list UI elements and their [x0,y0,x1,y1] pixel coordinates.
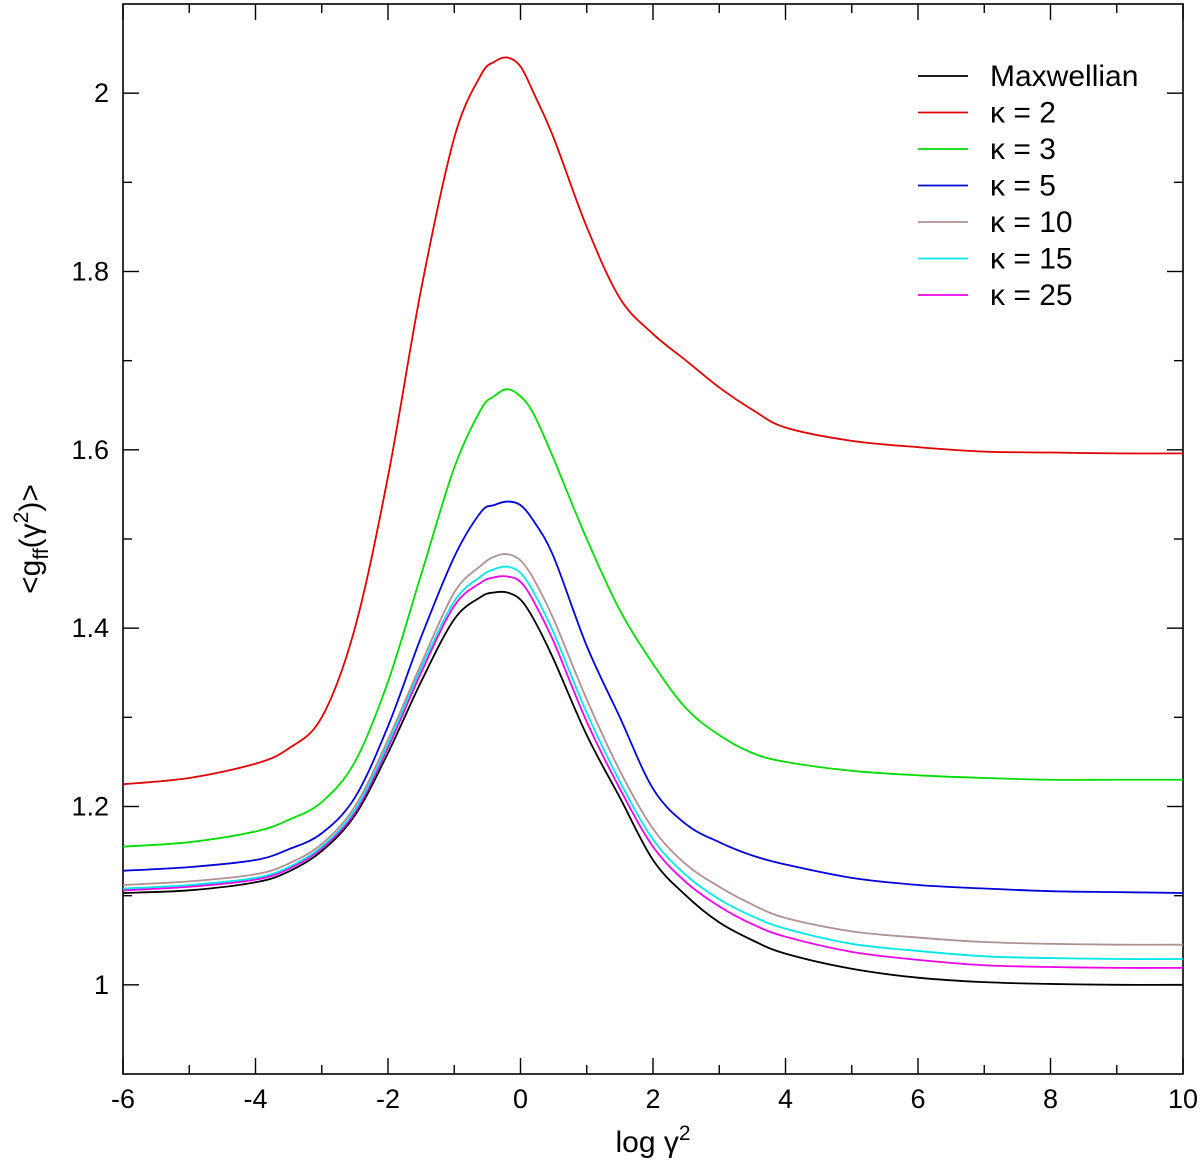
x-tick-label: 6 [910,1084,925,1114]
legend-label: κ = 15 [990,243,1073,276]
y-tick-label: 1 [94,970,109,1000]
legend: Maxwellian κ = 2κ = 3 κ = 5κ = 10 κ = 15κ =… [918,60,1138,312]
x-tick-label: 10 [1168,1084,1198,1114]
series-line-4 [122,553,1184,946]
x-tick-label: 8 [1043,1084,1058,1114]
series-line-2 [122,388,1183,848]
series-line-0 [122,590,1184,986]
x-tick-label: -2 [376,1084,400,1114]
legend-label: κ = 2 [990,97,1056,130]
series-line-1 [122,56,1184,786]
x-axis-title: log γ2 [615,1122,690,1159]
ticks [122,4,1184,1074]
y-tick-label: 2 [94,78,109,108]
y-axis-title: <gff(γ2)> [10,484,53,594]
legend-label: κ = 10 [990,206,1073,239]
legend-label: Maxwellian [990,60,1138,93]
legend-label: κ = 5 [990,170,1056,203]
series-line-5 [122,565,1184,960]
tick-labels: -6 -4 -2 0 2 4 6 8 10 1 1.2 1.4 1.6 1.8 2 [71,78,1198,1114]
x-tick-label: 0 [513,1084,528,1114]
x-tick-label: -6 [111,1084,135,1114]
y-tick-label: 1.6 [71,435,109,465]
legend-label: κ = 25 [990,279,1073,312]
x-tick-label: -4 [243,1084,267,1114]
legend-label: κ = 3 [990,133,1056,166]
series-line-3 [122,500,1184,894]
y-tick-label: 1.8 [71,257,109,287]
y-tick-label: 1.4 [71,613,109,643]
x-tick-label: 4 [778,1084,793,1114]
y-tick-label: 1.2 [71,792,109,822]
x-tick-label: 2 [645,1084,660,1114]
series-line-6 [122,575,1184,969]
series-lines [122,56,1184,986]
